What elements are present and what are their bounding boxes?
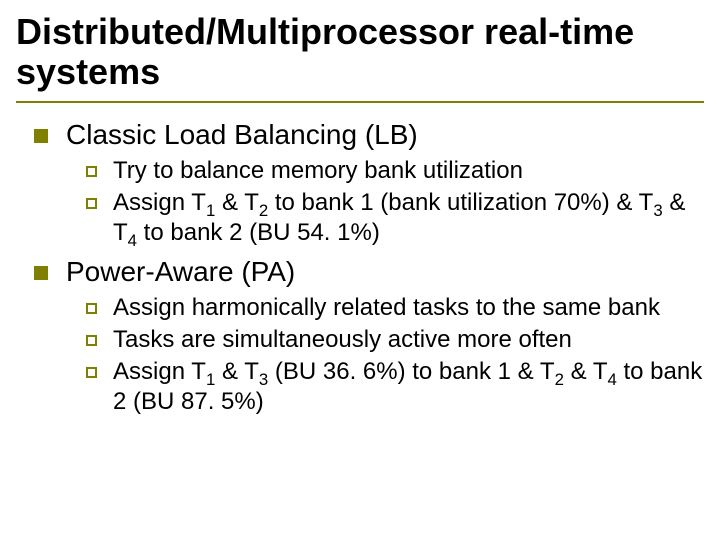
list-item-text: Assign T1 & T3 (BU 36. 6%) to bank 1 & T… (113, 357, 704, 417)
list-item-text: Assign T1 & T2 to bank 1 (bank utilizati… (113, 188, 704, 248)
hollow-square-bullet-icon (86, 335, 97, 346)
list-item-text: Assign harmonically related tasks to the… (113, 293, 704, 323)
hollow-square-bullet-icon (86, 166, 97, 177)
hollow-square-bullet-icon (86, 367, 97, 378)
hollow-square-bullet-icon (86, 198, 97, 209)
section-heading-text: Classic Load Balancing (LB) (66, 117, 704, 152)
section-heading: Classic Load Balancing (LB) (34, 117, 704, 152)
list-item: Assign harmonically related tasks to the… (86, 293, 704, 323)
hollow-square-bullet-icon (86, 303, 97, 314)
slide: Distributed/Multiprocessor real-time sys… (0, 0, 720, 540)
list-item-text: Try to balance memory bank utilization (113, 156, 704, 186)
slide-title: Distributed/Multiprocessor real-time sys… (16, 8, 704, 103)
square-bullet-icon (34, 129, 48, 143)
list-item: Try to balance memory bank utilization (86, 156, 704, 186)
square-bullet-icon (34, 266, 48, 280)
list-item: Assign T1 & T3 (BU 36. 6%) to bank 1 & T… (86, 357, 704, 417)
list-item: Tasks are simultaneously active more oft… (86, 325, 704, 355)
section-heading-text: Power-Aware (PA) (66, 254, 704, 289)
list-item-text: Tasks are simultaneously active more oft… (113, 325, 704, 355)
section-heading: Power-Aware (PA) (34, 254, 704, 289)
list-item: Assign T1 & T2 to bank 1 (bank utilizati… (86, 188, 704, 248)
